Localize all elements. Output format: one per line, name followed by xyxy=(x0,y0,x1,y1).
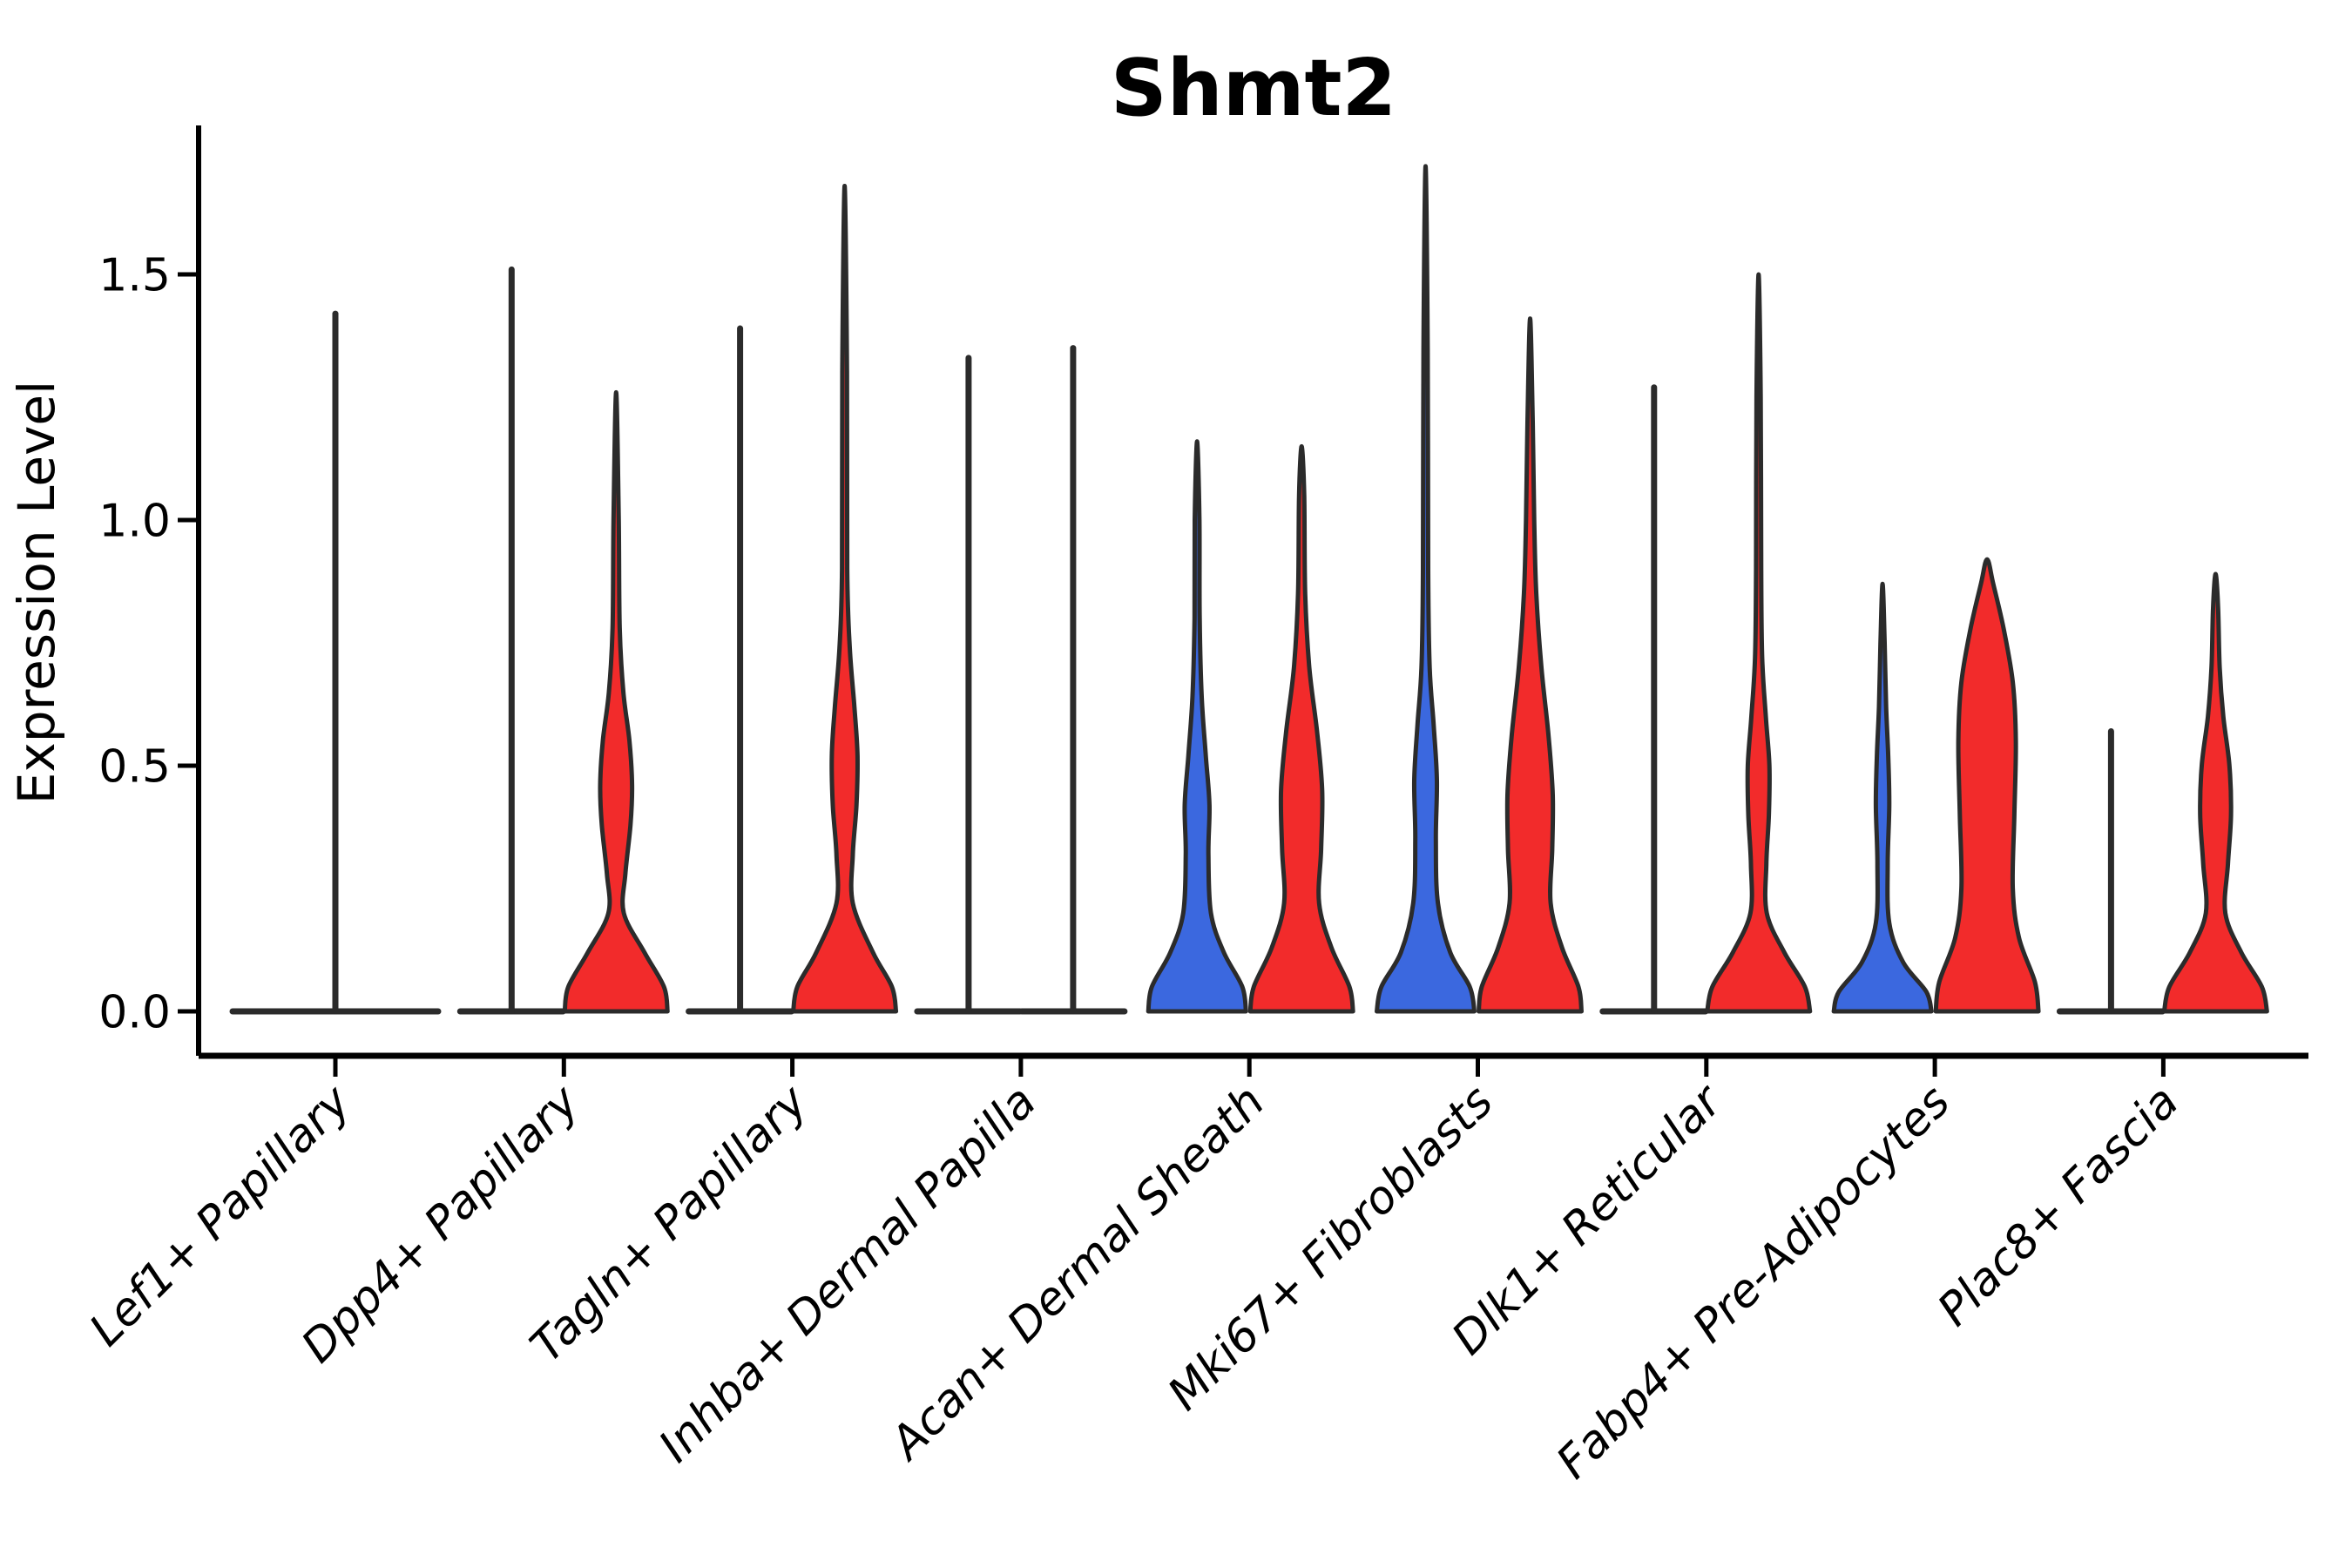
x-tick-label: Acan+ Dermal Sheath xyxy=(879,1076,1274,1471)
chart-title: Shmt2 xyxy=(1111,43,1396,134)
violin-8-right-red xyxy=(1933,557,2041,1014)
y-axis-label: Expression Level xyxy=(7,381,66,804)
x-tick-label: Fabp4+ Pre-Adipocytes xyxy=(1547,1076,1961,1490)
y-tick-label: 1.5 xyxy=(98,250,171,302)
violin-6-left-blue xyxy=(1375,164,1477,1014)
violin-5-right-red xyxy=(1247,443,1355,1014)
violin-6-right-red xyxy=(1477,316,1584,1014)
violin-5-left-blue xyxy=(1146,439,1248,1014)
violin-2-right-red xyxy=(562,389,670,1014)
x-tick-label: Inhba+ Dermal Papilla xyxy=(649,1076,1046,1473)
violin-7-right-red xyxy=(1705,272,1813,1014)
violin-3-right-red xyxy=(791,184,899,1014)
y-tick-label: 0.5 xyxy=(98,741,171,794)
y-tick-label: 1.0 xyxy=(98,496,171,548)
violin-8-left-blue xyxy=(1831,581,1934,1014)
y-tick-label: 0.0 xyxy=(98,987,171,1039)
violin-9-right-red xyxy=(2161,571,2269,1014)
x-tick-label: Plac8+ Fascia xyxy=(1928,1076,2188,1336)
